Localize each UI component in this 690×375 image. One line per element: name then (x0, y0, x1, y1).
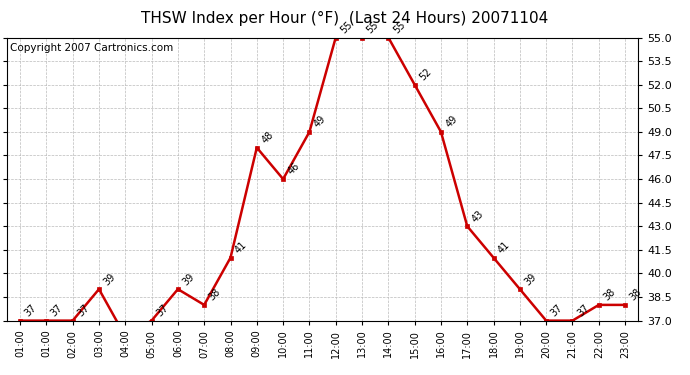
Text: 46: 46 (286, 161, 302, 177)
Text: 55: 55 (339, 20, 355, 35)
Text: 43: 43 (470, 209, 486, 224)
Text: 39: 39 (181, 271, 197, 287)
Text: THSW Index per Hour (°F)  (Last 24 Hours) 20071104: THSW Index per Hour (°F) (Last 24 Hours)… (141, 11, 549, 26)
Text: 39: 39 (101, 271, 117, 287)
Text: 49: 49 (312, 114, 328, 130)
Text: Copyright 2007 Cartronics.com: Copyright 2007 Cartronics.com (10, 43, 173, 53)
Text: 52: 52 (417, 67, 433, 82)
Text: 41: 41 (233, 240, 249, 255)
Text: 37: 37 (23, 303, 39, 318)
Text: 38: 38 (207, 287, 223, 303)
Text: 37: 37 (575, 303, 591, 318)
Text: 36: 36 (0, 374, 1, 375)
Text: 38: 38 (628, 287, 644, 303)
Text: 41: 41 (496, 240, 512, 255)
Text: 39: 39 (522, 271, 538, 287)
Text: 37: 37 (49, 303, 65, 318)
Text: 37: 37 (549, 303, 565, 318)
Text: 37: 37 (155, 303, 170, 318)
Text: 55: 55 (365, 20, 381, 35)
Text: 38: 38 (602, 287, 618, 303)
Text: 55: 55 (391, 20, 407, 35)
Text: 48: 48 (259, 130, 275, 146)
Text: 49: 49 (444, 114, 460, 130)
Text: 37: 37 (75, 303, 91, 318)
